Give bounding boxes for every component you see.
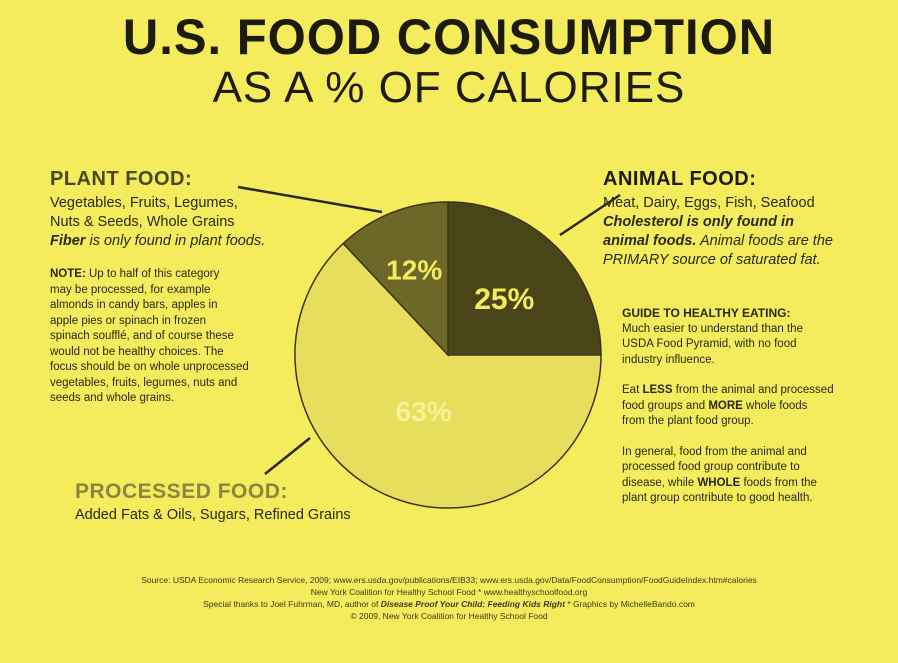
animal-food-line1: Meat, Dairy, Eggs, Fish, Seafood <box>603 195 815 211</box>
guide-p3: In general, food from the animal and pro… <box>622 445 817 505</box>
note-line: seeds and whole grains. <box>50 392 175 404</box>
animal-food-chol: Cholesterol is only found in <box>603 213 893 232</box>
plant-leader-line <box>237 185 383 214</box>
plant-food-block: PLANT FOOD: Vegetables, Fruits, Legumes,… <box>50 168 340 407</box>
processed-leader-line <box>264 437 311 475</box>
plant-food-desc: Vegetables, Fruits, Legumes, Nuts & Seed… <box>50 194 340 251</box>
note-line: spinach soufflé, and of course these <box>50 330 234 342</box>
page-title: U.S. FOOD CONSUMPTION <box>122 9 776 65</box>
note-line: focus should be on whole unprocessed <box>50 361 249 373</box>
source-footer: Source: USDA Economic Research Service, … <box>40 574 858 622</box>
plant-note: NOTE: Up to half of this category may be… <box>50 267 340 407</box>
processed-food-block: PROCESSED FOOD: Added Fats & Oils, Sugar… <box>75 480 435 525</box>
note-line: almonds in candy bars, apples in <box>50 299 218 311</box>
note-label: NOTE: <box>50 268 86 280</box>
guide-block: GUIDE TO HEALTHY EATING: Much easier to … <box>622 306 882 507</box>
source-line1: Source: USDA Economic Research Service, … <box>141 575 757 585</box>
animal-food-line3: animal foods. Animal foods are the <box>603 232 893 251</box>
animal-food-block: ANIMAL FOOD: Meat, Dairy, Eggs, Fish, Se… <box>603 168 893 270</box>
guide-p1: Much easier to understand than the USDA … <box>622 322 803 366</box>
plant-food-fiber: Fiber is only found in plant foods. <box>50 232 340 251</box>
note-line: apple pies or spinach in frozen <box>50 314 206 327</box>
processed-food-heading: PROCESSED FOOD: <box>75 480 288 503</box>
animal-foods-bold: animal foods. <box>603 233 697 249</box>
pie-slice-animal-food <box>447 201 602 356</box>
pie-label-processed-food: 63% <box>396 396 452 427</box>
cholesterol-rest: is only found in <box>682 214 794 230</box>
animal-food-line4: PRIMARY source of saturated fat. <box>603 252 821 268</box>
animal-foods-rest: Animal foods are the <box>696 233 833 249</box>
plant-food-heading: PLANT FOOD: <box>50 168 193 190</box>
plant-food-line1: Vegetables, Fruits, Legumes, <box>50 195 238 211</box>
source-line3: Special thanks to Joel Fuhrman, MD, auth… <box>203 599 695 609</box>
note-line: Up to half of this category <box>85 268 220 280</box>
fiber-rest: is only found in plant foods. <box>85 233 266 249</box>
note-line: would not be healthy choices. The <box>50 345 224 358</box>
processed-food-line1: Added Fats & Oils, Sugars, Refined Grain… <box>75 507 351 523</box>
plant-food-line2: Nuts & Seeds, Whole Grains <box>50 214 235 230</box>
source-line2: New York Coalition for Healthy School Fo… <box>310 587 588 597</box>
pie-slice-processed-food <box>294 242 602 509</box>
pie-label-animal-food: 25% <box>474 283 534 316</box>
pie-slice-plant-food <box>342 201 449 357</box>
guide-p2: Eat LESS from the animal and processed f… <box>622 384 834 427</box>
guide-heading: GUIDE TO HEALTHY EATING: <box>622 306 791 320</box>
pie-label-plant-food: 12% <box>386 254 442 285</box>
page-subtitle: AS A % OF CALORIES <box>212 63 686 112</box>
fiber-bold: Fiber <box>50 233 86 249</box>
note-line: vegetables, fruits, legumes, nuts and <box>50 376 238 389</box>
source-line4: © 2009, New York Coalition for Healthy S… <box>350 611 548 621</box>
cholesterol-bold: Cholesterol <box>603 214 683 230</box>
animal-leader-line <box>559 193 621 237</box>
pie-slices: 25% 63% 12% <box>294 201 602 509</box>
animal-food-desc: Meat, Dairy, Eggs, Fish, Seafood Cholest… <box>603 194 893 270</box>
note-line: may be processed, for example <box>50 283 211 296</box>
animal-food-heading: ANIMAL FOOD: <box>603 168 757 190</box>
